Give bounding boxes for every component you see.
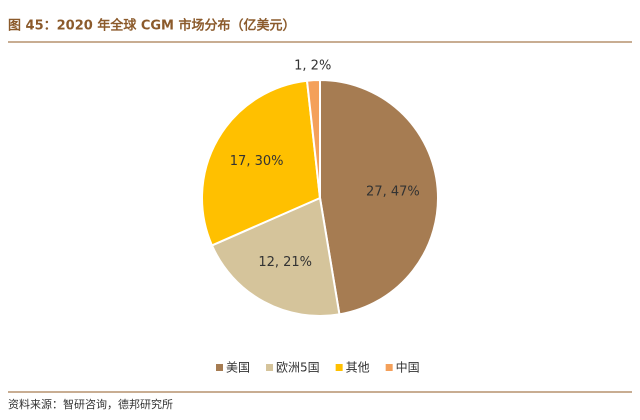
- data-label: 1, 2%: [294, 59, 331, 74]
- legend-label: 其他: [346, 361, 370, 375]
- pie-slice: [201, 79, 322, 247]
- pie-slice: [319, 78, 439, 316]
- legend-swatch: [266, 364, 274, 371]
- pie-slice: [210, 196, 341, 317]
- source: 资料来源：智研咨询，德邦研究所: [8, 397, 173, 411]
- data-label: 12, 21%: [258, 255, 312, 270]
- pie-slice: [305, 78, 321, 199]
- data-label: 17, 30%: [230, 154, 284, 169]
- legend-swatch: [335, 364, 343, 371]
- legend-label: 美国: [226, 361, 250, 375]
- legend-swatch: [385, 364, 393, 371]
- legend-label: 中国: [396, 360, 420, 375]
- data-label: 27, 47%: [366, 184, 420, 199]
- chart-title: 图 45：2020 年全球 CGM 市场分布（亿美元）: [8, 18, 296, 34]
- legend-swatch: [216, 364, 223, 371]
- legend-label: 欧洲5国: [276, 361, 320, 375]
